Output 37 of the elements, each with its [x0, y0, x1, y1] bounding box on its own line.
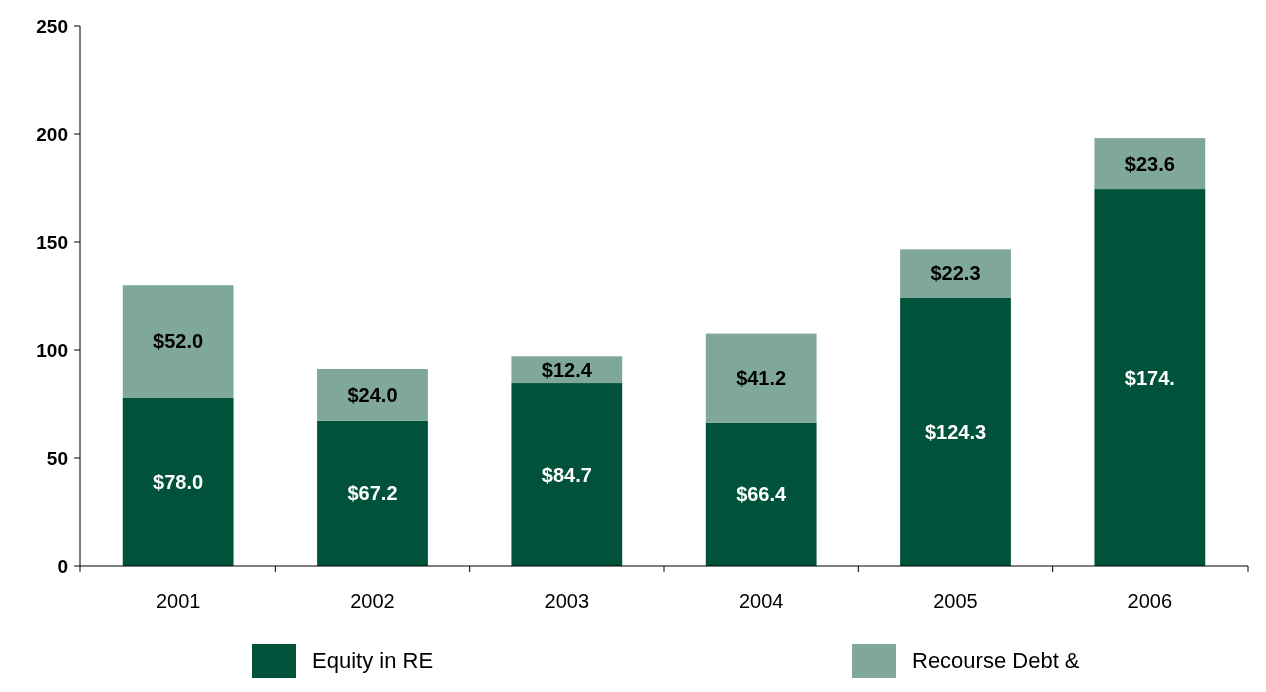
y-tick-label: 150	[36, 231, 68, 253]
data-label: $174.	[1124, 366, 1175, 389]
y-tick-label: 200	[36, 123, 68, 145]
y-tick-label: 50	[46, 447, 68, 469]
bar	[1094, 138, 1206, 190]
x-tick-label: 2004	[738, 590, 784, 612]
x-tick-label: 2002	[350, 590, 395, 612]
data-label: $24.0	[347, 383, 398, 406]
data-label: $84.7	[541, 463, 592, 486]
data-label: $66.4	[736, 483, 788, 506]
data-label: $67.2	[347, 482, 398, 505]
y-tick-label: 100	[36, 339, 68, 361]
y-tick-label: 0	[57, 555, 68, 577]
bar	[1094, 189, 1206, 566]
data-label: $12.4	[541, 358, 593, 381]
bar	[900, 249, 1011, 298]
legend-label: Recourse Debt &	[912, 648, 1080, 673]
bar	[900, 297, 1011, 566]
bar	[122, 285, 234, 398]
data-label: $124.3	[924, 420, 987, 443]
data-label: $23.6	[1124, 152, 1175, 175]
bar	[705, 422, 817, 566]
x-tick-label: 2006	[1127, 590, 1173, 612]
data-label: $52.0	[153, 330, 204, 353]
data-label: $22.3	[930, 262, 981, 285]
legend-label: Equity in RE	[312, 648, 434, 673]
x-tick-label: 2001	[155, 590, 201, 612]
data-label: $41.2	[736, 367, 787, 390]
data-label: $78.0	[153, 470, 204, 493]
bar	[122, 397, 234, 566]
x-tick-label: 2003	[544, 590, 590, 612]
bar	[511, 383, 623, 566]
bar	[317, 420, 428, 566]
y-tick-label: 250	[36, 15, 68, 37]
bar	[317, 369, 428, 421]
bar	[705, 333, 817, 423]
x-tick-label: 2005	[933, 590, 978, 612]
